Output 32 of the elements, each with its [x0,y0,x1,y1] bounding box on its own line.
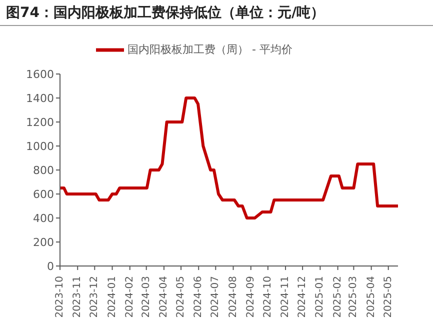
y-tick-label: 600 [33,188,54,201]
x-tick-label: 2024-11 [280,276,292,318]
x-tick-label: 2024-06 [193,276,204,318]
y-tick-label: 800 [33,164,54,177]
x-tick-label: 2025-01 [314,276,326,318]
x-tick-label: 2024-09 [245,276,256,318]
x-tick-label: 2025-02 [332,276,344,318]
x-tick-label: 2024-02 [124,276,136,318]
x-tick-label: 2024-03 [140,276,152,318]
y-tick-label: 1000 [26,140,54,153]
x-tick-label: 2025-03 [348,276,360,318]
x-tick-label: 2024-08 [228,276,239,318]
x-tick-label: 2024-04 [158,276,170,318]
x-tick-label: 2024-12 [297,276,308,318]
line-series [60,96,398,220]
x-tick-label: 2024-10 [262,276,274,318]
x-tick-label: 2023-12 [89,276,100,318]
x-tick-label: 2024-01 [106,276,118,318]
y-tick-label: 400 [33,212,54,225]
x-tick-label: 2024-07 [210,276,222,318]
y-tick-label: 1600 [26,68,54,81]
y-tick-label: 0 [47,260,54,273]
x-tick-label: 2025-04 [366,276,377,318]
x-tick-label: 2023-10 [54,276,66,318]
y-tick-label: 200 [33,236,54,249]
y-tick-label: 1200 [26,116,54,129]
x-tick-label: 2023-11 [72,276,84,318]
y-tick-label: 1400 [26,92,54,105]
x-tick-label: 2025-05 [382,276,394,318]
chart-title: 图74：国内阳极板加工费保持低位（单位：元/吨） [0,0,433,26]
legend-label: 国内阳极板加工费（周） - 平均价 [128,43,292,56]
x-tick-label: 2024-05 [176,276,186,318]
